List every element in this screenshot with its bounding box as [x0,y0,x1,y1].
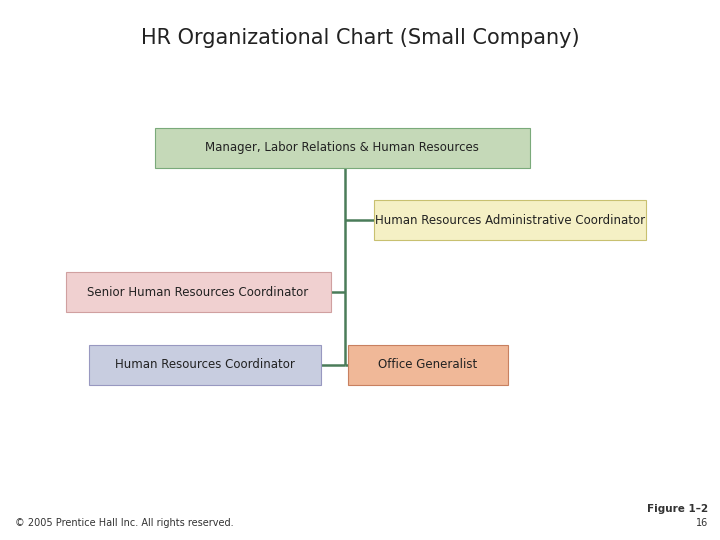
Text: © 2005 Prentice Hall Inc. All rights reserved.: © 2005 Prentice Hall Inc. All rights res… [15,518,233,528]
FancyBboxPatch shape [66,272,330,312]
Text: Office Generalist: Office Generalist [379,359,477,372]
FancyBboxPatch shape [155,128,529,168]
Text: Human Resources Coordinator: Human Resources Coordinator [115,359,295,372]
Text: Manager, Labor Relations & Human Resources: Manager, Labor Relations & Human Resourc… [205,141,479,154]
Text: HR Organizational Chart (Small Company): HR Organizational Chart (Small Company) [140,28,580,48]
Text: Human Resources Administrative Coordinator: Human Resources Administrative Coordinat… [375,213,645,226]
Text: Figure 1–2: Figure 1–2 [647,504,708,514]
Text: Senior Human Resources Coordinator: Senior Human Resources Coordinator [87,286,309,299]
FancyBboxPatch shape [374,200,646,240]
Text: 16: 16 [696,518,708,528]
FancyBboxPatch shape [89,345,321,385]
FancyBboxPatch shape [348,345,508,385]
